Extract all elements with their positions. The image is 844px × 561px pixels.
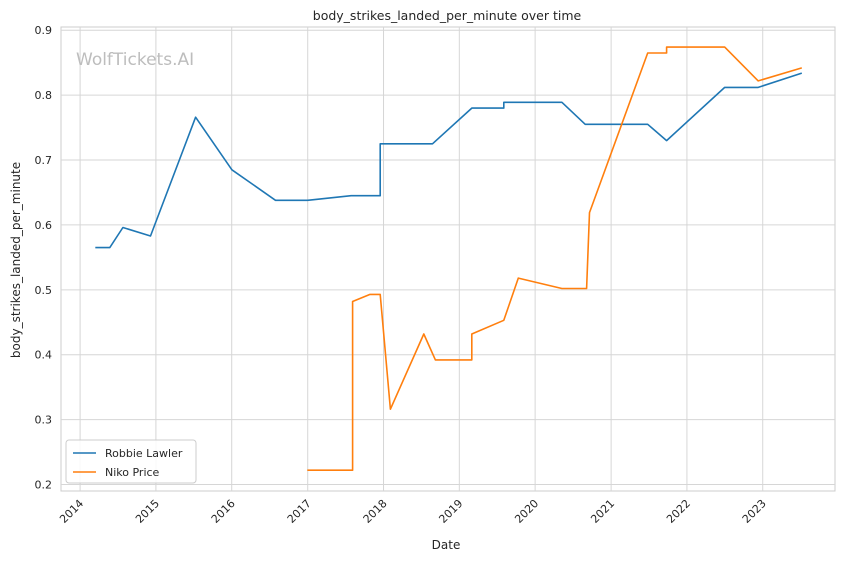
x-tick-label: 2018 <box>361 497 390 526</box>
y-tick-label: 0.5 <box>35 284 53 297</box>
legend-label-robbie-lawler: Robbie Lawler <box>105 447 183 460</box>
x-tick-label: 2015 <box>133 497 162 526</box>
x-tick-label: 2023 <box>740 497 769 526</box>
series-line-niko-price <box>307 46 803 472</box>
y-tick-label: 0.8 <box>35 89 53 102</box>
legend-box <box>65 439 197 484</box>
y-axis-ticks: 0.2 0.3 0.4 0.5 0.6 0.7 0.8 0.9 <box>35 24 53 491</box>
series-lines <box>95 46 803 472</box>
legend-label-niko-price: Niko Price <box>105 466 160 479</box>
y-tick-label: 0.2 <box>35 479 53 492</box>
plot-area: WolfTickets.AI <box>60 26 836 492</box>
y-tick-label: 0.9 <box>35 24 53 37</box>
grid <box>61 27 835 491</box>
x-axis-label: Date <box>432 538 461 552</box>
x-tick-label: 2019 <box>436 497 465 526</box>
chart-title: body_strikes_landed_per_minute over time <box>313 8 582 23</box>
x-tick-label: 2017 <box>285 497 314 526</box>
y-axis-label: body_strikes_landed_per_minute <box>9 162 23 358</box>
y-tick-label: 0.4 <box>35 349 53 362</box>
x-axis-ticks: 2014 2015 2016 2017 2018 2019 2020 2021 2022 2023 <box>57 497 769 526</box>
x-tick-label: 2016 <box>209 497 238 526</box>
y-tick-label: 0.3 <box>35 414 53 427</box>
series-line-robbie-lawler <box>95 72 803 249</box>
x-tick-label: 2020 <box>512 497 541 526</box>
y-tick-label: 0.6 <box>35 219 53 232</box>
x-tick-label: 2014 <box>57 497 86 526</box>
plot-frame <box>60 26 836 492</box>
x-tick-label: 2022 <box>664 497 693 526</box>
x-tick-label: 2021 <box>588 497 617 526</box>
legend: Robbie Lawler Niko Price <box>65 439 197 484</box>
y-tick-label: 0.7 <box>35 154 53 167</box>
watermark: WolfTickets.AI <box>76 50 194 70</box>
